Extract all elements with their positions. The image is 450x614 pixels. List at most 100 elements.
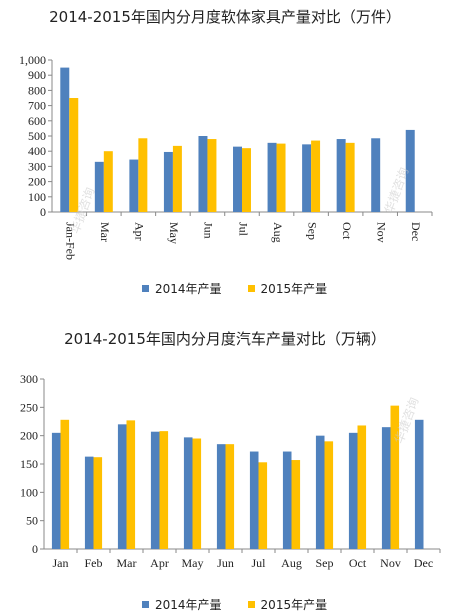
x-tick-label: May: [182, 556, 204, 570]
chart1-legend-2014: 2014年产量: [142, 280, 222, 297]
x-tick-label: Jul: [251, 556, 266, 570]
y-tick-label: 200: [20, 429, 38, 443]
bar-2014-jan-feb: [60, 67, 70, 212]
bar-2015-mar: [126, 420, 136, 549]
bar-2014-feb: [84, 456, 94, 549]
bar-2015-sep: [324, 441, 334, 549]
y-tick-label: 50: [26, 514, 38, 528]
chart1-legend: 2014年产量 2015年产量: [142, 280, 353, 297]
bar-2015-may: [172, 145, 182, 212]
y-tick-label: 100: [20, 485, 38, 499]
bar-2014-jun: [198, 136, 208, 212]
chart2-legend-2014: 2014年产量: [142, 596, 222, 613]
x-tick-label: Jan-Feb: [64, 222, 78, 260]
legend-label: 2015年产量: [260, 598, 328, 612]
x-tick-label: Feb: [85, 556, 103, 570]
bar-2015-oct: [345, 142, 355, 212]
y-tick-label: 600: [28, 114, 46, 128]
legend-swatch-2014: [142, 601, 149, 608]
legend-swatch-2015: [247, 601, 255, 608]
chart1-title: 2014-2015年国内分月度软体家具产量对比（万件）: [49, 8, 401, 26]
bar-2014-aug: [282, 451, 292, 549]
x-tick-label: Dec: [409, 222, 423, 241]
x-tick-label: Apr: [133, 222, 147, 241]
bar-2014-aug: [267, 142, 277, 212]
bar-2014-mar: [117, 424, 127, 549]
x-tick-label: May: [167, 222, 181, 244]
bar-2014-apr: [150, 431, 160, 549]
bar-2014-oct: [336, 139, 346, 212]
y-tick-label: 250: [20, 400, 38, 414]
legend-label: 2014年产量: [155, 598, 222, 612]
bar-2015-sep: [311, 140, 321, 212]
y-tick-label: 300: [28, 159, 46, 173]
bar-2015-jun: [225, 444, 235, 549]
x-tick-label: Apr: [150, 556, 169, 570]
x-tick-label: Sep: [305, 222, 319, 240]
bar-2014-jun: [216, 444, 226, 549]
bar-2015-aug: [276, 143, 286, 212]
chart2-title: 2014-2015年国内分月度汽车产量对比（万辆）: [64, 330, 386, 348]
y-tick-label: 500: [28, 129, 46, 143]
legend-swatch-2014: [142, 285, 149, 292]
bar-2014-jul: [249, 451, 259, 549]
bar-2015-oct: [357, 425, 367, 549]
x-tick-label: Dec: [414, 556, 433, 570]
y-tick-label: 0: [40, 205, 46, 219]
bar-2015-apr: [138, 138, 148, 212]
x-tick-label: Aug: [281, 556, 302, 570]
bar-2014-nov: [371, 138, 381, 212]
x-tick-label: Sep: [316, 556, 334, 570]
legend-swatch-2015: [247, 285, 255, 292]
bar-2015-nov: [390, 405, 400, 549]
bar-2014-jan: [51, 432, 61, 549]
y-tick-label: 200: [28, 175, 46, 189]
x-tick-label: Nov: [380, 556, 401, 570]
bar-2014-dec: [405, 129, 415, 212]
y-tick-label: 1,000: [19, 53, 46, 67]
y-tick-label: 100: [28, 190, 46, 204]
bar-2015-jan-feb: [69, 98, 79, 212]
x-tick-label: Oct: [349, 556, 367, 570]
y-tick-label: 400: [28, 144, 46, 158]
bar-2014-jul: [233, 146, 242, 212]
chart2-legend: 2014年产量 2015年产量: [142, 596, 353, 613]
bar-2014-mar: [94, 161, 104, 212]
x-tick-label: Oct: [340, 222, 354, 240]
y-tick-label: 150: [20, 457, 38, 471]
bar-2014-apr: [129, 159, 139, 212]
chart2-legend-2015: 2015年产量: [247, 596, 328, 613]
legend-label: 2014年产量: [155, 282, 222, 296]
bar-2014-may: [163, 151, 173, 212]
y-tick-label: 900: [28, 68, 46, 82]
chart1-legend-2015: 2015年产量: [247, 280, 328, 297]
x-tick-label: Mar: [98, 222, 112, 242]
bar-2014-may: [183, 437, 193, 549]
x-tick-label: Mar: [117, 556, 137, 570]
bar-2014-oct: [348, 432, 358, 549]
bar-2015-may: [192, 438, 202, 549]
bar-2015-apr: [159, 431, 169, 549]
bar-2014-sep: [302, 144, 312, 212]
y-tick-label: 300: [20, 372, 38, 386]
bar-2015-jun: [207, 139, 217, 212]
x-tick-label: Jun: [202, 222, 216, 239]
x-tick-label: Jun: [217, 556, 234, 570]
y-tick-label: 700: [28, 99, 46, 113]
bar-2015-feb: [93, 457, 103, 549]
x-tick-label: Jan: [53, 556, 69, 570]
x-tick-label: Nov: [374, 222, 388, 243]
y-tick-label: 0: [32, 542, 38, 556]
x-tick-label: Aug: [271, 222, 285, 243]
bar-2014-nov: [381, 427, 391, 549]
bar-2015-jul: [242, 148, 251, 212]
bar-2015-jul: [258, 462, 268, 549]
legend-label: 2015年产量: [260, 282, 328, 296]
bar-2015-jan: [60, 419, 70, 549]
bar-2014-sep: [315, 435, 325, 549]
y-tick-label: 800: [28, 83, 46, 97]
x-tick-label: Jul: [236, 222, 250, 237]
bar-2015-aug: [291, 460, 301, 549]
